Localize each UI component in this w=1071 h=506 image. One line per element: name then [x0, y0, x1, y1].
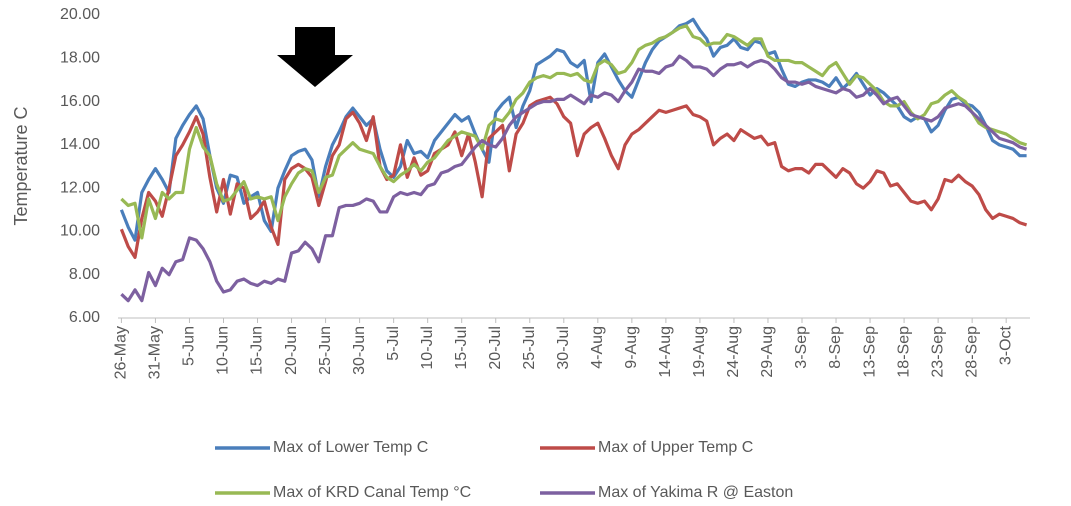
x-tick-label: 10-Jun: [215, 326, 232, 375]
y-tick-label: 8.00: [69, 266, 100, 283]
x-tick-label: 10-Jul: [419, 326, 436, 370]
x-tick-label: 15-Jun: [249, 326, 266, 375]
x-tick-label: 20-Jul: [487, 326, 504, 370]
x-tick-label: 9-Aug: [623, 326, 640, 369]
x-tick-label: 4-Aug: [589, 326, 606, 369]
y-tick-label: 20.00: [60, 6, 100, 23]
legend-label: Max of KRD Canal Temp °C: [273, 484, 471, 501]
x-tick-label: 25-Jun: [317, 326, 334, 375]
y-tick-label: 6.00: [69, 309, 100, 326]
x-tick-label: 5-Jul: [385, 326, 402, 361]
legend-label: Max of Yakima R @ Easton: [598, 484, 793, 501]
x-tick-label: 31-May: [147, 326, 164, 379]
x-tick-label: 15-Jul: [453, 326, 470, 370]
x-tick-label: 24-Aug: [725, 326, 742, 378]
y-tick-label: 14.00: [60, 136, 100, 153]
x-tick-label: 30-Jun: [351, 326, 368, 375]
arrow-annotation: [277, 27, 353, 87]
y-axis-label: Temperature C: [11, 106, 31, 225]
x-tick-label: 25-Jul: [521, 326, 538, 370]
x-tick-label: 5-Jun: [181, 326, 198, 366]
x-tick-label: 18-Sep: [895, 326, 912, 378]
x-tick-label: 29-Aug: [759, 326, 776, 378]
x-tick-label: 23-Sep: [929, 326, 946, 378]
x-tick-label: 13-Sep: [861, 326, 878, 378]
x-tick-label: 30-Jul: [555, 326, 572, 370]
x-tick-label: 14-Aug: [657, 326, 674, 378]
x-tick-label: 19-Aug: [691, 326, 708, 378]
x-tick-label: 3-Oct: [997, 325, 1014, 365]
x-tick-label: 20-Jun: [283, 326, 300, 375]
x-tick-label: 8-Sep: [827, 326, 844, 369]
y-tick-label: 12.00: [60, 179, 100, 196]
line-series: [119, 17, 1027, 242]
x-tick-label: 3-Sep: [793, 326, 810, 369]
y-tick-label: 16.00: [60, 93, 100, 110]
legend-label: Max of Upper Temp C: [598, 439, 753, 456]
y-tick-label: 18.00: [60, 50, 100, 67]
x-tick-label: 26-May: [113, 326, 130, 379]
line-series: [120, 54, 1028, 303]
x-tick-label: 28-Sep: [963, 326, 980, 378]
y-tick-label: 10.00: [60, 223, 100, 240]
legend-label: Max of Lower Temp C: [273, 439, 428, 456]
line-series: [120, 24, 1028, 240]
line-series: [119, 95, 1028, 259]
